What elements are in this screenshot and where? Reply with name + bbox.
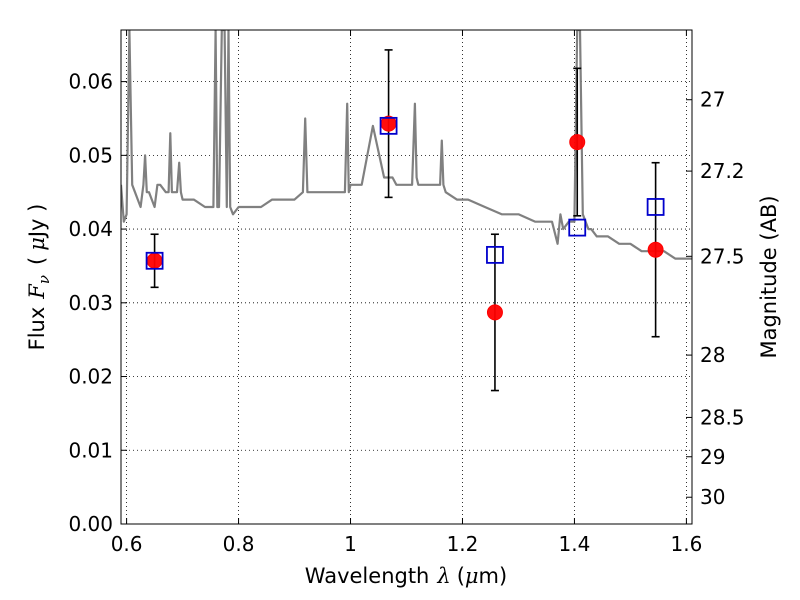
y-axis-label: FluxFν(μJy ) (25, 204, 53, 351)
y2-axis-label: Magnitude (AB) (757, 195, 781, 358)
observed-point (647, 241, 664, 258)
model-point (145, 251, 164, 270)
y2-tick-label: 27 (700, 88, 725, 112)
y2-tick-label: 27.5 (700, 244, 745, 268)
y2-tick-label: 27.2 (700, 159, 745, 183)
y-tick-label: 0.00 (68, 512, 113, 536)
model-point (379, 116, 398, 135)
tick-layer: 0.6 0.8 1 1.2 1.4 1.6 0.00 0.01 0.02 0.03 0.04 0.05… (68, 30, 745, 556)
observed-point (569, 134, 586, 151)
y2-tick-label: 28 (700, 343, 725, 367)
x-axis-label: Wavelength λ (μm) (305, 564, 507, 588)
model-point (646, 198, 665, 216)
y2-tick-label: 28.5 (700, 405, 745, 429)
x-tick-label: 1.6 (670, 532, 702, 556)
y2-tick-label: 29 (700, 445, 725, 469)
y-tick-label: 0.01 (68, 438, 113, 462)
x-tick-label: 0.8 (223, 532, 255, 556)
y-tick-label: 0.05 (68, 143, 113, 167)
y-tick-label: 0.06 (68, 70, 113, 94)
marker-layer (145, 49, 665, 392)
plot-frame (120, 29, 693, 525)
y2-tick-label: 30 (700, 485, 725, 509)
observed-point (146, 252, 163, 269)
y-tick-label: 0.02 (68, 365, 113, 389)
model-point (486, 245, 504, 264)
x-tick-label: 1.4 (559, 532, 591, 556)
model-point (568, 218, 587, 237)
x-tick-label: 1 (344, 532, 357, 556)
spectrum-layer (121, 30, 692, 260)
observed-point (486, 304, 503, 321)
y-tick-label: 0.03 (68, 291, 113, 315)
y-tick-label: 0.04 (68, 217, 113, 241)
x-tick-label: 0.6 (111, 532, 143, 556)
spectrum-line (121, 30, 692, 260)
x-tick-label: 1.2 (447, 532, 479, 556)
